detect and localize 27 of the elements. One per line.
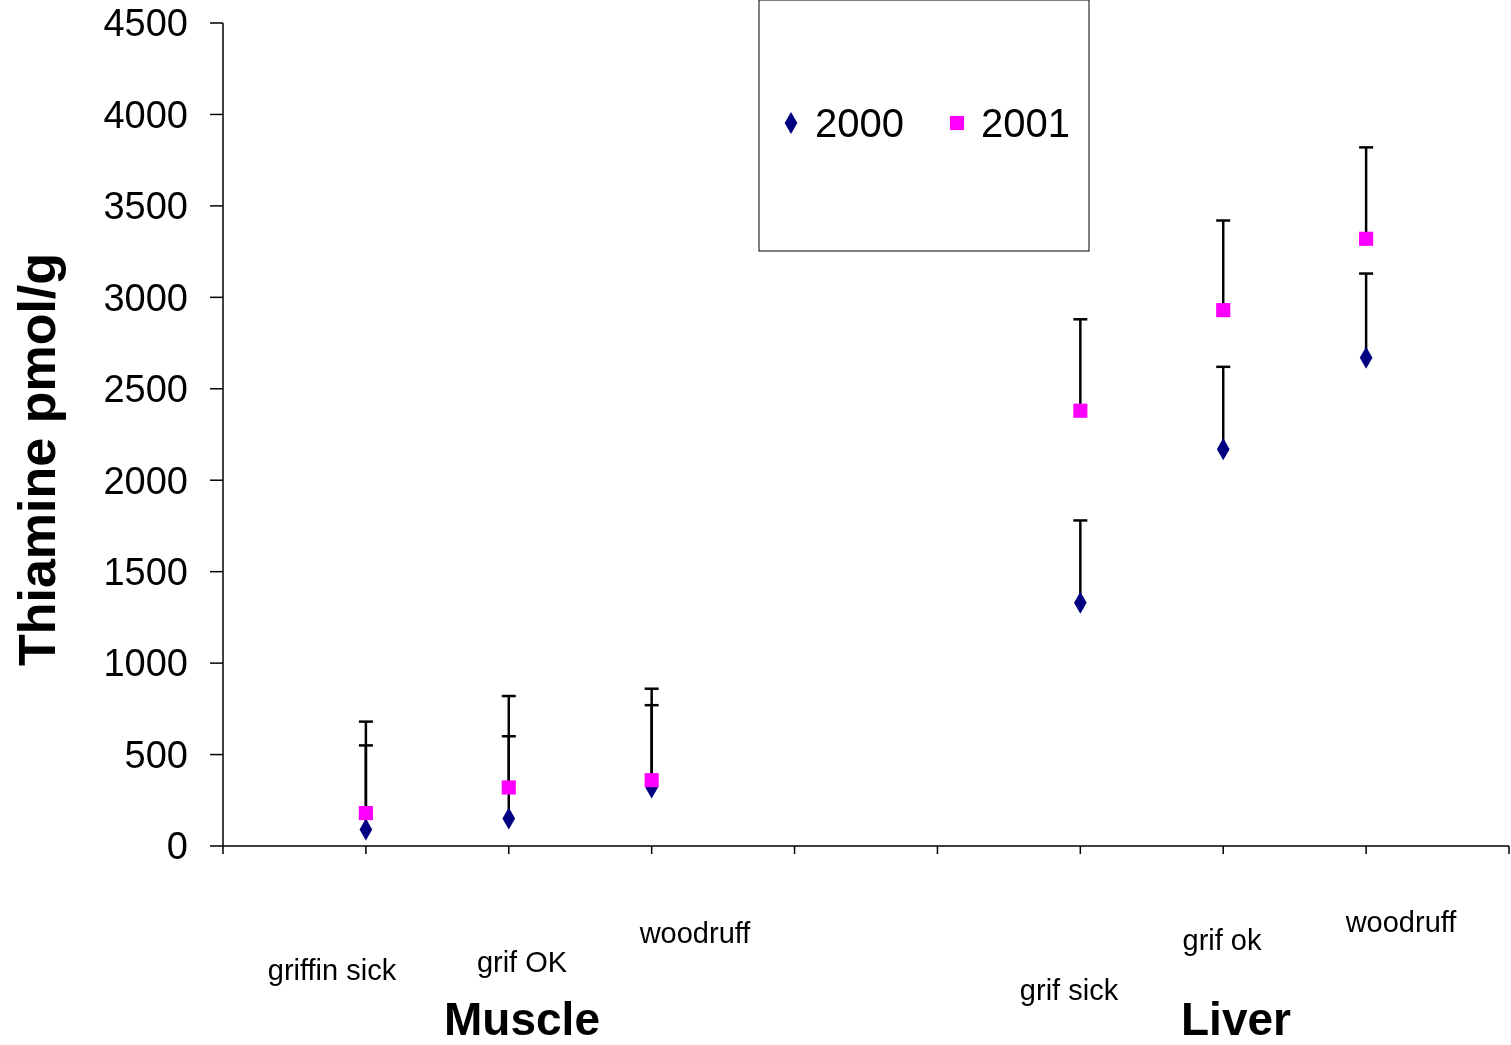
text: grif sick (1019, 974, 1119, 1006)
text: Liver (1181, 993, 1292, 1045)
point (1073, 403, 1088, 418)
y-axis-title: Thiamine pmol/g (8, 252, 66, 667)
text: grif ok (1182, 924, 1262, 956)
point (644, 773, 659, 788)
y-tick-label: 4500 (103, 2, 188, 45)
text: grif OK (476, 946, 568, 978)
y-tick-label: 1500 (103, 550, 188, 593)
y-tick-label: 2000 (103, 459, 188, 502)
y-tick-label: 500 (124, 733, 188, 776)
text: Muscle (444, 993, 600, 1045)
point (358, 806, 373, 821)
y-tick-label: 1000 (103, 642, 188, 685)
y-tick-label: 2500 (103, 368, 188, 411)
y-tick-label: 3500 (103, 185, 188, 228)
text: griffin sick (267, 954, 397, 986)
legend-label: 2001 (981, 101, 1070, 145)
point (1216, 303, 1231, 318)
y-tick-label: 3000 (103, 276, 188, 319)
y-tick-label: 4000 (103, 93, 188, 136)
legend-label: 2000 (815, 101, 904, 145)
y-tick-label: 0 (166, 825, 188, 868)
text: woodruff (638, 917, 752, 949)
text: woodruff (1344, 906, 1458, 938)
point (1359, 231, 1374, 246)
point (501, 780, 516, 795)
